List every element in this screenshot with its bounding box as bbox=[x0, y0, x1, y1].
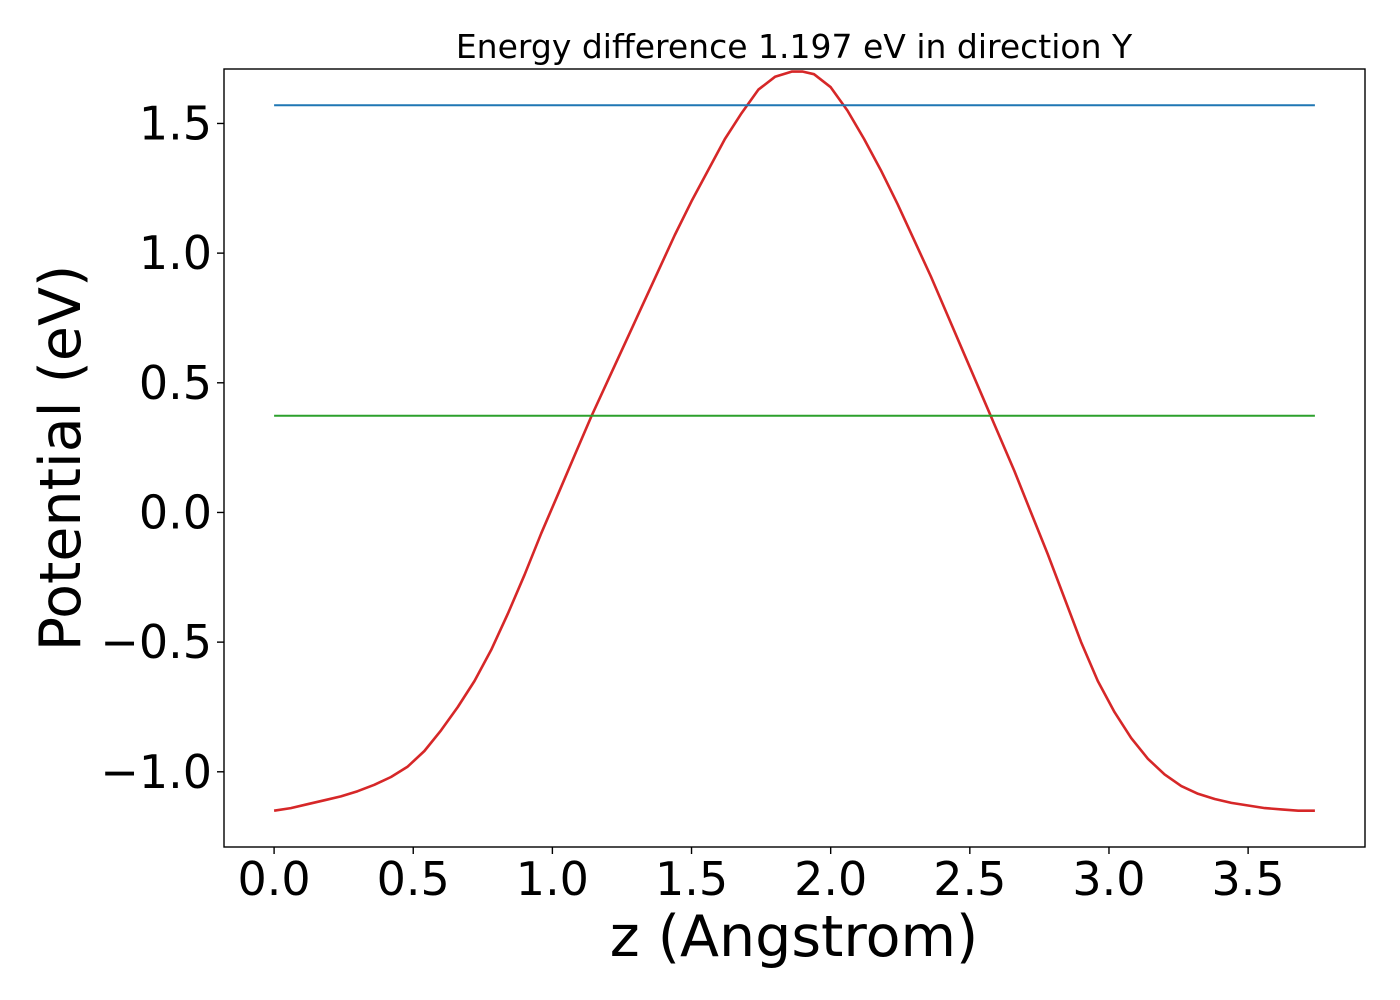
x-tick-label: 2.5 bbox=[933, 852, 1006, 906]
ticks-layer: 0.0 0.5 1.0 1.5 2.0 2.5 3.0 3.5 −1.0 −0.5 0.0 0.5 1.… bbox=[100, 96, 1284, 906]
x-tick-label: 1.5 bbox=[655, 852, 728, 906]
series-layer bbox=[273, 70, 1315, 813]
x-axis-label: z (Angstrom) bbox=[610, 904, 978, 970]
y-tick-label: −1.0 bbox=[100, 745, 212, 799]
potential-curve bbox=[273, 70, 1315, 813]
y-axis-label: Potential (eV) bbox=[28, 265, 94, 651]
plot-frame bbox=[223, 68, 1366, 848]
x-tick-label: 3.5 bbox=[1212, 852, 1285, 906]
y-tick-label: 0.5 bbox=[139, 356, 212, 410]
x-tick-label: 0.5 bbox=[377, 852, 450, 906]
x-tick-label: 1.0 bbox=[516, 852, 589, 906]
chart-title: Energy difference 1.197 eV in direction … bbox=[456, 27, 1133, 66]
y-tick-label: 0.0 bbox=[139, 485, 212, 539]
y-tick-label: 1.5 bbox=[139, 96, 212, 150]
x-tick-label: 3.0 bbox=[1072, 852, 1145, 906]
x-tick-label: 0.0 bbox=[238, 852, 311, 906]
y-tick-label: 1.0 bbox=[139, 226, 212, 280]
y-tick-label: −0.5 bbox=[100, 615, 212, 669]
x-tick-label: 2.0 bbox=[794, 852, 867, 906]
